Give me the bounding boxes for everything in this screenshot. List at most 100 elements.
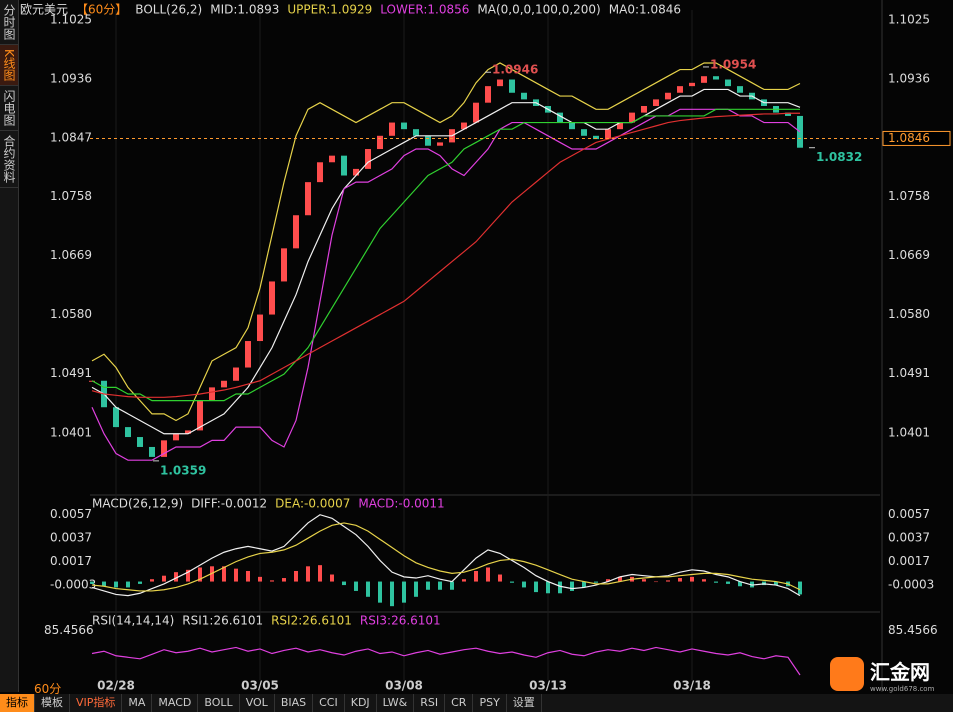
candle xyxy=(497,79,503,87)
legend-text: RSI(14,14,14) xyxy=(92,614,174,628)
x-tick-label: 03/13 xyxy=(529,679,567,693)
candle xyxy=(401,122,407,130)
legend-text: 欧元美元 xyxy=(20,3,68,17)
tool-tab[interactable]: MA xyxy=(122,694,153,712)
macd-bar xyxy=(726,581,730,584)
candle xyxy=(641,106,647,113)
macd-bar xyxy=(306,566,310,582)
macd-bar xyxy=(486,567,490,582)
macd-bar xyxy=(618,576,622,582)
tool-tab[interactable]: CCI xyxy=(313,694,345,712)
macd-bar xyxy=(246,571,250,582)
macd-bar xyxy=(150,579,154,582)
tool-tab[interactable]: KDJ xyxy=(345,694,377,712)
macd-bar xyxy=(654,581,658,583)
legend-text: RSI1:26.6101 xyxy=(182,614,263,628)
macd-bar xyxy=(102,581,106,587)
tool-tab[interactable]: 指标 xyxy=(0,694,35,712)
legend-text: BOLL(26,2) xyxy=(135,3,202,17)
candle xyxy=(437,142,443,146)
legend-text: MA0:1.0846 xyxy=(609,3,681,17)
period[interactable]: 60分 xyxy=(34,682,62,696)
price-annotation: 1.0954 xyxy=(710,57,756,71)
y-tick-label: 0.0057 xyxy=(50,507,92,521)
price-annotation: 1.0832 xyxy=(816,150,862,164)
candle xyxy=(485,86,491,103)
tool-tab[interactable]: MACD xyxy=(152,694,199,712)
candle xyxy=(677,86,683,93)
macd-bar xyxy=(498,574,502,582)
tool-tab[interactable]: 设置 xyxy=(507,694,542,712)
legend-text: LOWER:1.0856 xyxy=(380,3,469,17)
macd-bar xyxy=(594,581,598,583)
legend-text: RSI2:26.6101 xyxy=(271,614,352,628)
side-tab[interactable]: 合约资料 xyxy=(0,131,18,188)
candle xyxy=(209,387,215,401)
macd-bar xyxy=(798,581,802,595)
macd-bar xyxy=(258,576,262,582)
tool-tab[interactable]: VIP指标 xyxy=(70,694,123,712)
tool-tab[interactable]: CR xyxy=(445,694,474,712)
tool-tab[interactable]: RSI xyxy=(414,694,446,712)
macd-bar xyxy=(570,581,574,591)
side-tab[interactable]: 闪电图 xyxy=(0,86,18,131)
y-tick-label: 1.0936 xyxy=(50,71,92,85)
candle xyxy=(149,446,155,457)
side-tab[interactable]: K线图 xyxy=(0,45,18,86)
candle xyxy=(341,155,347,176)
y-tick-label: -0.0003 xyxy=(50,578,96,592)
legend-text: MACD:-0.0011 xyxy=(358,497,444,511)
y2-tick-label: 1.0758 xyxy=(888,189,930,203)
y-tick-label: 1.0401 xyxy=(50,426,92,440)
y2-tick-label: 0.0017 xyxy=(888,554,930,568)
candle xyxy=(173,433,179,441)
tool-tab[interactable]: PSY xyxy=(473,694,507,712)
tool-tab[interactable]: BOLL xyxy=(198,694,240,712)
candle xyxy=(509,79,515,93)
price-annotation: 1.0946 xyxy=(492,63,538,77)
macd-bar xyxy=(234,568,238,582)
y-tick-label: 1.0669 xyxy=(50,248,92,262)
candle xyxy=(281,248,287,282)
y2-tick-label: 0.0057 xyxy=(888,507,930,521)
macd-bar xyxy=(702,579,706,582)
y2-tick-label: 1.0580 xyxy=(888,307,930,321)
candle xyxy=(473,102,479,123)
candle xyxy=(125,427,131,438)
macd-bar xyxy=(318,565,322,582)
x-tick-label: 03/05 xyxy=(241,679,279,693)
tool-tab[interactable]: VOL xyxy=(240,694,275,712)
macd-bar xyxy=(186,569,190,582)
tool-tab[interactable]: BIAS xyxy=(275,694,314,712)
candle xyxy=(233,367,239,381)
macd-bar xyxy=(510,581,514,583)
candle xyxy=(713,76,719,80)
macd-bar xyxy=(294,571,298,582)
candle xyxy=(701,76,707,83)
diff-line xyxy=(91,514,801,597)
x-tick-label: 03/08 xyxy=(385,679,423,693)
side-tab[interactable]: 分时图 xyxy=(0,0,18,45)
rsi-line xyxy=(91,646,801,676)
macd-bar xyxy=(90,581,94,584)
chart: 02/28 03/05 03/08 03/13 03/18 欧元美元 【60分】 BOLL(2… xyxy=(20,0,951,693)
logo-url: www.gold678.com xyxy=(870,684,935,693)
tool-tab[interactable]: 模板 xyxy=(35,694,70,712)
y-tick-label: 1.1025 xyxy=(50,12,92,26)
candle xyxy=(365,149,371,169)
candle xyxy=(665,92,671,100)
indicator-line xyxy=(91,88,801,435)
logo: 汇金网 www.gold678.com xyxy=(830,655,950,693)
candle xyxy=(737,86,743,93)
indicator-line xyxy=(91,112,800,398)
candle xyxy=(137,437,143,447)
tool-tab[interactable]: LW& xyxy=(377,694,415,712)
macd-bar xyxy=(714,581,718,583)
y2-tick-label: 1.0669 xyxy=(888,248,930,262)
candle xyxy=(617,122,623,130)
macd-bar xyxy=(462,579,466,582)
x-tick-label: 03/18 xyxy=(673,679,711,693)
y-tick-label: 1.0758 xyxy=(50,189,92,203)
y2-tick-label: 1.0491 xyxy=(888,366,930,380)
macd-bar xyxy=(582,581,586,588)
